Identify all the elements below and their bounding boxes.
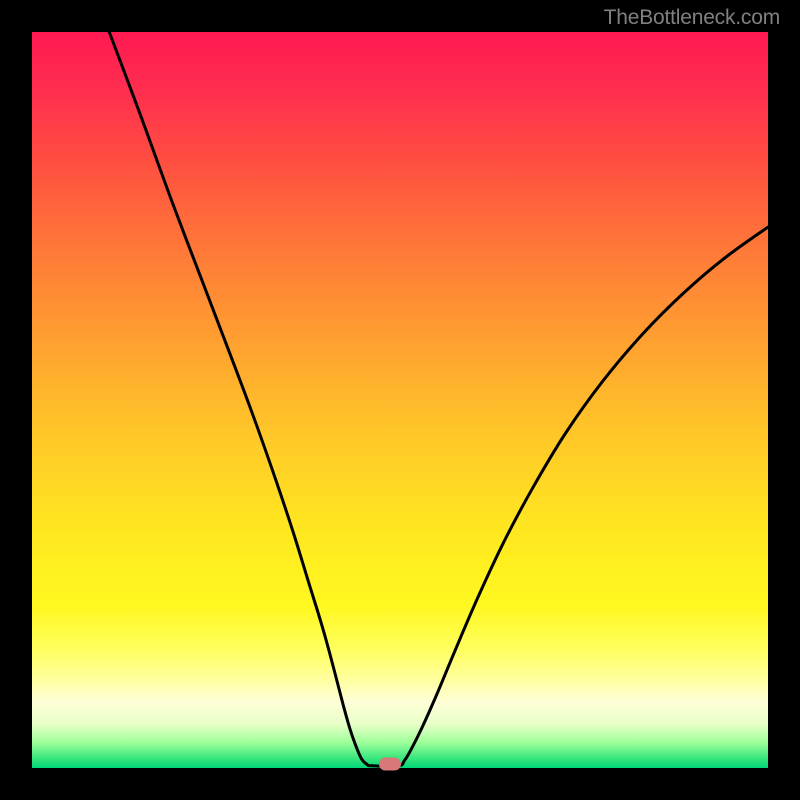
watermark-text: TheBottleneck.com <box>604 6 780 30</box>
bottleneck-chart <box>32 32 768 768</box>
optimal-point-marker <box>379 757 401 770</box>
bottleneck-curve <box>32 32 768 768</box>
